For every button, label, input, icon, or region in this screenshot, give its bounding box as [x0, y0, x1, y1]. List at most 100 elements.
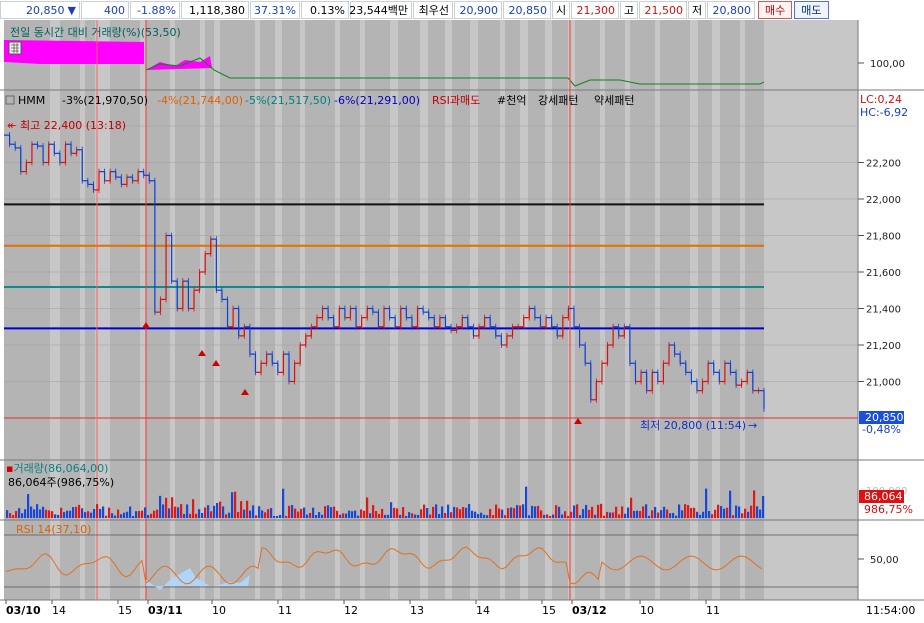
volume-bar	[429, 514, 432, 518]
rsi-oversold-fill	[146, 568, 250, 590]
vol-ratio-line	[145, 57, 765, 87]
price-axis: 22,200 22,000 21,800 21,600 21,400 21,200 21,0…	[858, 159, 901, 389]
session-stripe	[85, 20, 95, 600]
time-label: 03/12	[572, 604, 607, 617]
volume-bar	[618, 514, 621, 518]
volume-bar	[45, 509, 48, 518]
volume-bar	[612, 512, 615, 518]
volume-bar	[36, 504, 39, 518]
volume-bar	[438, 513, 441, 518]
buy-button[interactable]: 매수	[758, 1, 793, 19]
volume-bar	[738, 506, 741, 518]
volume-bar	[384, 514, 387, 518]
volume-bar	[516, 505, 519, 518]
volume-bar	[474, 511, 477, 518]
best-label-cell: 최우선	[413, 1, 453, 19]
volume-bar	[564, 511, 567, 518]
legend-minus6: -6%(21,291,00)	[334, 94, 420, 107]
high-value: 21,500	[644, 3, 684, 17]
volume-ratio-panel: 100,00 전일 동시간 대비 거래량(%)(53,50)	[4, 25, 905, 87]
volume-bar	[753, 490, 756, 518]
volume-bar	[669, 513, 672, 518]
volume-bar	[102, 506, 105, 518]
vol-ratio-cell: 37.31%	[250, 1, 300, 19]
volume-bar	[456, 507, 459, 518]
low-value: 20,800	[712, 3, 752, 17]
volume-bar	[408, 512, 411, 518]
volume-bar	[33, 509, 36, 518]
volume-bar	[414, 514, 417, 518]
volume-bar	[681, 510, 684, 518]
change-percent: -1.88%	[137, 3, 176, 17]
volume-bar	[210, 511, 213, 518]
time-label: 10	[212, 604, 226, 617]
session-stripe	[698, 20, 712, 600]
volume-bar	[51, 511, 54, 518]
best-ask: 20,900	[459, 3, 499, 17]
volume-bar	[546, 514, 549, 518]
volume-bar	[84, 512, 87, 518]
sell-button[interactable]: 매도	[794, 1, 829, 19]
volume-bar	[627, 507, 630, 518]
volume-bar	[696, 511, 699, 518]
volume-bar	[402, 507, 405, 518]
volume-bar	[441, 506, 444, 518]
volume-bar	[480, 512, 483, 518]
volume-bar	[465, 507, 468, 518]
volume-bar	[153, 510, 156, 518]
price-tick-label: 21,200	[866, 341, 901, 352]
volume-bar	[585, 504, 588, 518]
volume-bar	[126, 511, 129, 518]
volume-bar	[357, 515, 360, 518]
price-legend: HMM -3%(21,970,50) -4%(21,744,00) -5%(21…	[18, 93, 634, 107]
volume-bars	[6, 486, 765, 518]
volume-bar	[252, 505, 255, 518]
session-stripe	[305, 20, 335, 600]
time-label: 13	[410, 604, 424, 617]
volume-bar	[114, 515, 117, 518]
low-label: 저	[691, 4, 703, 17]
volume-bar	[201, 512, 204, 518]
legend-bear-pattern: 약세패턴	[594, 93, 634, 107]
volume-bar	[315, 515, 318, 518]
volume-bar	[300, 508, 303, 518]
volume-bar	[354, 510, 357, 518]
volume-bar	[18, 508, 21, 518]
volume-bar	[30, 506, 33, 518]
turnover-cell: 0.13%	[301, 1, 349, 19]
low-cell: 20,800	[707, 1, 755, 19]
session-stripe	[745, 20, 764, 600]
volume-bar	[327, 505, 330, 518]
volume-bar	[54, 514, 57, 518]
legend-toggle-icon[interactable]	[5, 95, 15, 105]
time-axis: 03/10 14 15 03/11 10 11 12 13 14 15 03/12 10 11	[5, 600, 720, 617]
volume-bar	[537, 505, 540, 518]
volume-bar	[135, 511, 138, 518]
volume-bar	[471, 510, 474, 518]
stock-chart[interactable]: 100,00 전일 동시간 대비 거래량(%)(53,50) 22,20022,…	[0, 20, 924, 623]
volume-bar	[78, 504, 81, 518]
volume-bar	[609, 512, 612, 518]
rsi-axis-label: 50,00	[870, 555, 899, 566]
price-series	[4, 132, 765, 412]
volume-bar	[303, 507, 306, 518]
time-label: 15	[118, 604, 132, 617]
volume-bar	[291, 505, 294, 518]
volume-bar	[645, 504, 648, 518]
rsi-title: RSI 14(37,10)	[16, 523, 91, 536]
signal-arrow-icon	[241, 389, 249, 395]
legend-bull-pattern: 강세패턴	[538, 94, 578, 107]
volume-bar	[141, 510, 144, 518]
volume-bar	[678, 504, 681, 518]
session-stripe	[282, 20, 300, 600]
volume-bar	[540, 510, 543, 518]
volume-bar	[156, 509, 159, 518]
volume-bar	[87, 511, 90, 518]
volume-bar	[363, 510, 366, 518]
volume-bar	[726, 507, 729, 518]
change-cell: 400	[81, 1, 129, 19]
volume-bar	[399, 514, 402, 518]
volume-bar	[246, 500, 249, 518]
volume-bar	[714, 509, 717, 518]
volume-bar	[666, 509, 669, 518]
